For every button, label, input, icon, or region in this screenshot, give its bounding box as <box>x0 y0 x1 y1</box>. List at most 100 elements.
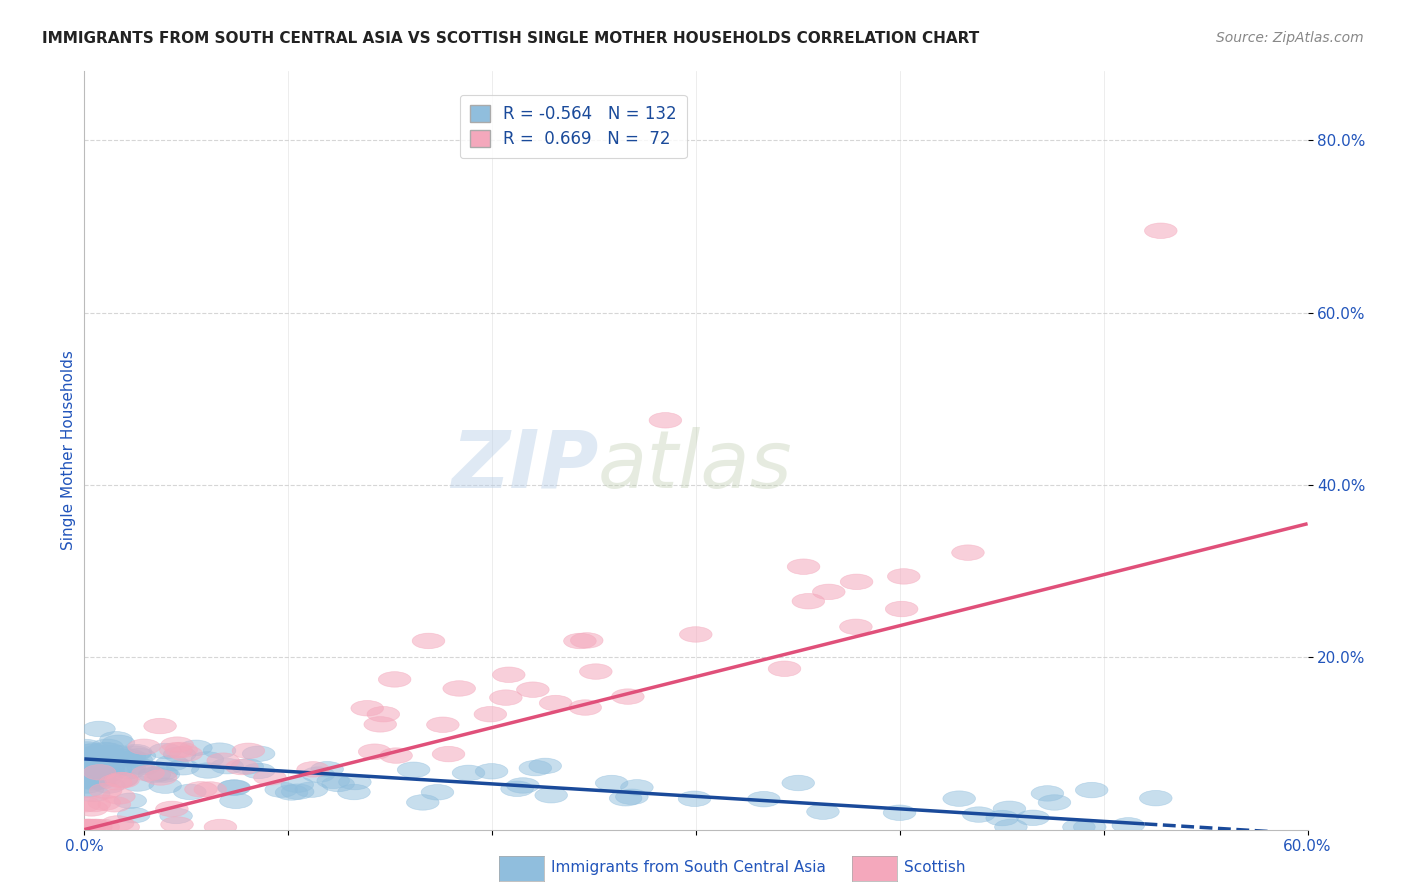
Ellipse shape <box>145 765 177 780</box>
Ellipse shape <box>295 782 328 797</box>
Ellipse shape <box>77 774 110 790</box>
Ellipse shape <box>501 781 533 797</box>
Ellipse shape <box>194 781 226 797</box>
Ellipse shape <box>104 772 138 788</box>
Ellipse shape <box>98 797 131 812</box>
Ellipse shape <box>367 706 399 722</box>
Ellipse shape <box>281 784 314 799</box>
Ellipse shape <box>87 795 121 811</box>
Ellipse shape <box>219 793 252 808</box>
Ellipse shape <box>232 743 264 758</box>
Ellipse shape <box>534 788 568 803</box>
Ellipse shape <box>422 785 454 800</box>
Ellipse shape <box>76 744 108 759</box>
Ellipse shape <box>1017 810 1049 826</box>
Ellipse shape <box>432 747 465 762</box>
Ellipse shape <box>79 769 111 785</box>
Ellipse shape <box>79 759 111 775</box>
Ellipse shape <box>79 819 112 835</box>
Ellipse shape <box>83 773 117 789</box>
Ellipse shape <box>184 781 218 797</box>
Ellipse shape <box>993 801 1026 816</box>
Ellipse shape <box>231 759 263 774</box>
Ellipse shape <box>101 746 134 761</box>
Ellipse shape <box>883 805 915 821</box>
Text: ZIP: ZIP <box>451 426 598 505</box>
Ellipse shape <box>72 819 104 835</box>
Ellipse shape <box>579 664 612 680</box>
Ellipse shape <box>748 791 780 807</box>
Ellipse shape <box>489 690 522 706</box>
Ellipse shape <box>679 627 711 642</box>
Ellipse shape <box>77 787 110 802</box>
Ellipse shape <box>768 661 801 676</box>
Text: Scottish: Scottish <box>904 861 966 875</box>
Ellipse shape <box>103 789 135 804</box>
Ellipse shape <box>264 782 298 797</box>
Ellipse shape <box>149 778 181 793</box>
Ellipse shape <box>297 762 329 777</box>
Ellipse shape <box>76 768 108 784</box>
Ellipse shape <box>359 744 391 759</box>
Ellipse shape <box>69 819 101 835</box>
Ellipse shape <box>159 742 193 758</box>
Ellipse shape <box>160 817 194 832</box>
Ellipse shape <box>337 784 370 800</box>
Ellipse shape <box>952 545 984 560</box>
Ellipse shape <box>787 559 820 574</box>
Ellipse shape <box>166 759 200 775</box>
Ellipse shape <box>678 791 711 806</box>
Text: Immigrants from South Central Asia: Immigrants from South Central Asia <box>551 861 827 875</box>
Ellipse shape <box>160 737 194 752</box>
Ellipse shape <box>156 756 188 771</box>
Ellipse shape <box>90 771 122 786</box>
Ellipse shape <box>616 789 648 805</box>
Ellipse shape <box>529 758 561 773</box>
Ellipse shape <box>792 593 825 609</box>
Ellipse shape <box>443 681 475 697</box>
Ellipse shape <box>1076 782 1108 797</box>
Ellipse shape <box>218 780 250 796</box>
Ellipse shape <box>887 569 920 584</box>
Ellipse shape <box>80 819 112 835</box>
Ellipse shape <box>124 748 156 764</box>
Ellipse shape <box>70 819 103 835</box>
Ellipse shape <box>72 781 104 797</box>
Ellipse shape <box>100 731 132 747</box>
Ellipse shape <box>89 747 121 764</box>
Ellipse shape <box>107 772 139 788</box>
Ellipse shape <box>72 749 105 765</box>
Ellipse shape <box>93 766 125 781</box>
Ellipse shape <box>93 758 125 774</box>
Ellipse shape <box>302 767 335 782</box>
Ellipse shape <box>782 775 814 790</box>
Ellipse shape <box>83 722 115 737</box>
Ellipse shape <box>540 695 572 711</box>
Ellipse shape <box>595 775 628 791</box>
Ellipse shape <box>1112 818 1144 833</box>
Ellipse shape <box>127 760 159 775</box>
Ellipse shape <box>91 742 124 758</box>
Ellipse shape <box>83 762 115 777</box>
Ellipse shape <box>170 746 202 762</box>
Ellipse shape <box>112 749 146 764</box>
Ellipse shape <box>149 743 181 759</box>
Ellipse shape <box>75 801 108 816</box>
Ellipse shape <box>69 755 103 771</box>
Ellipse shape <box>620 780 654 795</box>
Ellipse shape <box>242 764 276 779</box>
Ellipse shape <box>378 672 411 687</box>
Ellipse shape <box>138 767 170 782</box>
Ellipse shape <box>76 747 108 762</box>
Ellipse shape <box>173 784 207 799</box>
Ellipse shape <box>114 761 146 776</box>
Ellipse shape <box>94 751 127 766</box>
Ellipse shape <box>87 747 120 762</box>
Ellipse shape <box>204 743 236 758</box>
Ellipse shape <box>807 804 839 820</box>
Ellipse shape <box>986 810 1018 826</box>
Ellipse shape <box>352 700 384 716</box>
Ellipse shape <box>380 747 412 764</box>
Ellipse shape <box>69 760 101 775</box>
Ellipse shape <box>79 747 112 762</box>
